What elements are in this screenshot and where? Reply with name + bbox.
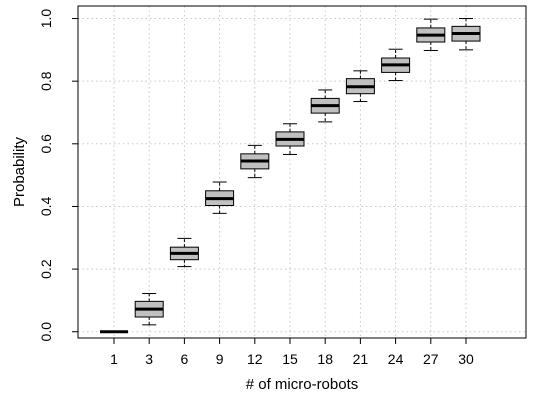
box-30 <box>451 18 481 51</box>
x-tick-label: 1 <box>110 351 118 367</box>
x-tick-label: 18 <box>317 351 333 367</box>
box-3 <box>134 293 164 326</box>
box-24 <box>381 48 411 82</box>
plot-frame <box>77 5 527 339</box>
x-tick-label: 6 <box>181 351 189 367</box>
y-tick-label: 1.0 <box>38 9 54 29</box>
y-tick-label: 0.8 <box>38 71 54 91</box>
y-tick-label: 0.4 <box>38 197 54 217</box>
x-tick-label: 27 <box>423 351 439 367</box>
x-tick-label: 12 <box>247 351 263 367</box>
box-12 <box>240 144 270 179</box>
box-15 <box>275 123 305 155</box>
box-21 <box>345 70 375 103</box>
box-27 <box>416 18 446 51</box>
box-18 <box>310 89 340 123</box>
box-6 <box>169 237 199 268</box>
box-plots <box>100 18 481 334</box>
y-axis: 0.0 0.2 0.4 0.6 0.8 1.0 <box>38 9 78 342</box>
y-tick-label: 0.2 <box>38 259 54 279</box>
x-axis: 1 3 6 9 12 15 18 21 24 27 30 <box>110 338 474 367</box>
x-tick-label: 9 <box>216 351 224 367</box>
x-tick-label: 24 <box>388 351 404 367</box>
box-9 <box>205 181 235 214</box>
x-axis-title: # of micro-robots <box>246 376 359 393</box>
y-axis-title: Probability <box>11 136 28 207</box>
x-tick-label: 21 <box>353 351 369 367</box>
x-tick-label: 15 <box>282 351 298 367</box>
x-tick-label: 3 <box>145 351 153 367</box>
y-tick-label: 0.0 <box>38 322 54 342</box>
grid-lines <box>78 6 526 338</box>
y-tick-label: 0.6 <box>38 134 54 154</box>
x-tick-label: 30 <box>458 351 474 367</box>
